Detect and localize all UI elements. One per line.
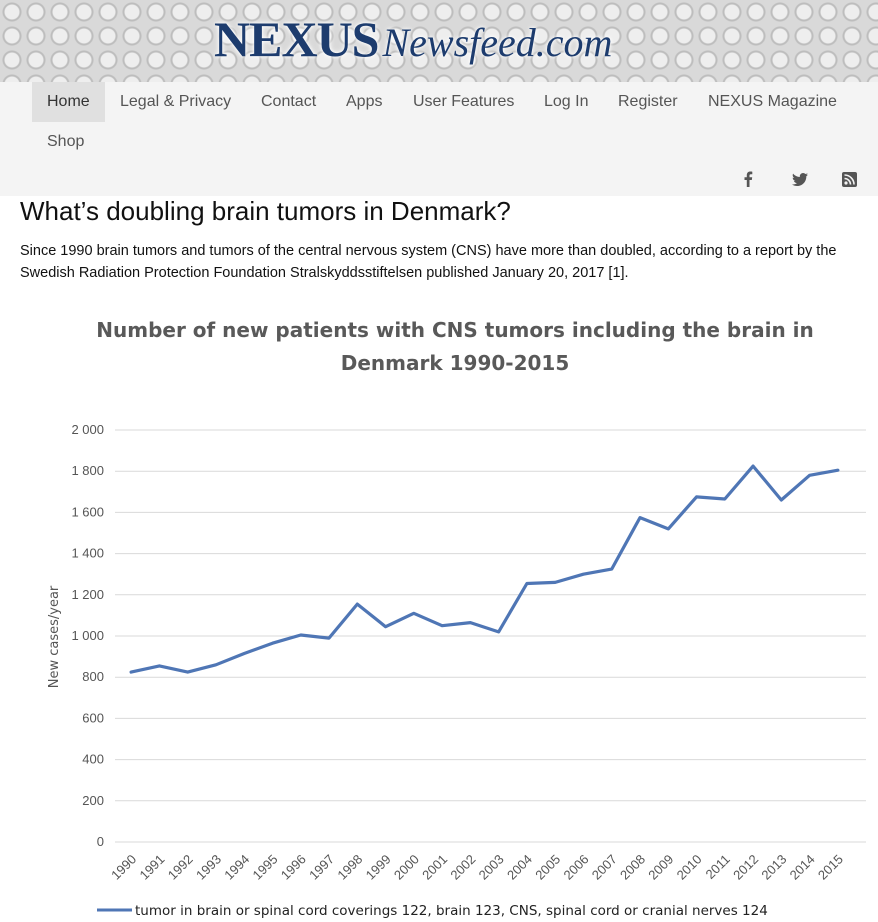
x-tick-label: 2003 bbox=[476, 852, 507, 883]
x-tick-label: 1992 bbox=[165, 852, 196, 883]
x-tick-label: 2013 bbox=[758, 852, 789, 883]
nav-item-legal-privacy[interactable]: Legal & Privacy bbox=[120, 93, 232, 110]
x-tick-label: 2005 bbox=[532, 852, 563, 883]
y-tick-label: 0 bbox=[97, 834, 104, 849]
y-tick-label: 1 400 bbox=[71, 546, 104, 561]
x-tick-label: 1993 bbox=[193, 852, 224, 883]
x-tick-label: 2006 bbox=[561, 852, 592, 883]
article-title: What’s doubling brain tumors in Denmark? bbox=[20, 196, 511, 226]
twitter-icon[interactable] bbox=[791, 170, 809, 188]
y-tick-label: 200 bbox=[82, 793, 104, 808]
y-tick-label: 1 200 bbox=[71, 587, 104, 602]
x-tick-label: 1991 bbox=[136, 852, 167, 883]
nav-item-register[interactable]: Register bbox=[618, 93, 678, 110]
chart-title-line-2: Denmark 1990-2015 bbox=[341, 351, 570, 375]
x-tick-label: 1997 bbox=[306, 852, 337, 883]
article-body: Since 1990 brain tumors and tumors of th… bbox=[20, 243, 837, 281]
logo-main-text: NEXUS bbox=[214, 11, 379, 67]
nav-item-user-features[interactable]: User Features bbox=[413, 93, 515, 110]
x-tick-label: 2000 bbox=[391, 852, 422, 883]
x-tick-label: 1999 bbox=[363, 852, 394, 883]
legend-entry: tumor in brain or spinal cord coverings … bbox=[135, 903, 768, 919]
nav-item-contact[interactable]: Contact bbox=[261, 93, 317, 110]
x-tick-label: 2002 bbox=[447, 852, 478, 883]
site-logo[interactable]: NEXUS Newsfeed.com bbox=[214, 10, 612, 70]
nav-item-apps[interactable]: Apps bbox=[346, 93, 383, 110]
x-tick-label: 2012 bbox=[730, 852, 761, 883]
logo-sub-text: Newsfeed.com bbox=[382, 20, 613, 65]
nav-item-shop[interactable]: Shop bbox=[47, 133, 85, 150]
x-tick-label: 2008 bbox=[617, 852, 648, 883]
y-tick-label: 400 bbox=[82, 752, 104, 767]
facebook-icon[interactable] bbox=[739, 170, 757, 188]
nav-item-nexus-magazine[interactable]: NEXUS Magazine bbox=[708, 93, 837, 110]
x-tick-label: 2001 bbox=[419, 852, 450, 883]
y-tick-label: 600 bbox=[82, 710, 104, 725]
x-tick-label: 1994 bbox=[221, 852, 252, 883]
y-axis-label: New cases/year bbox=[47, 585, 62, 688]
x-tick-label: 2009 bbox=[645, 852, 676, 883]
x-tick-label: 1996 bbox=[278, 852, 309, 883]
x-tick-label: 2015 bbox=[815, 852, 846, 883]
x-tick-label: 1998 bbox=[334, 852, 365, 883]
x-tick-label: 1990 bbox=[108, 852, 139, 883]
line-chart: Number of new patients with CNS tumors i… bbox=[47, 318, 866, 919]
rss-icon[interactable] bbox=[840, 170, 858, 188]
x-tick-label: 1995 bbox=[250, 852, 281, 883]
y-tick-label: 1 800 bbox=[71, 463, 104, 478]
site-header: NEXUS Newsfeed.com bbox=[0, 0, 878, 82]
nav-item-home[interactable]: Home bbox=[32, 82, 105, 122]
main-nav: Home Legal & Privacy Contact Apps User F… bbox=[0, 82, 878, 196]
x-tick-label: 2014 bbox=[787, 852, 818, 883]
x-tick-label: 2007 bbox=[589, 852, 620, 883]
y-tick-label: 800 bbox=[82, 669, 104, 684]
nav-item-log-in[interactable]: Log In bbox=[544, 93, 589, 110]
x-tick-label: 2004 bbox=[504, 852, 535, 883]
y-tick-label: 1 600 bbox=[71, 504, 104, 519]
x-tick-label: 2010 bbox=[674, 852, 705, 883]
chart-title-line-1: Number of new patients with CNS tumors i… bbox=[96, 318, 814, 342]
y-tick-label: 2 000 bbox=[71, 422, 104, 437]
x-tick-label: 2011 bbox=[703, 852, 733, 882]
y-tick-label: 1 000 bbox=[71, 628, 104, 643]
chart: Number of new patients with CNS tumors i… bbox=[0, 300, 878, 922]
series-line bbox=[129, 464, 840, 674]
chart-title: Number of new patients with CNS tumors i… bbox=[96, 318, 814, 375]
